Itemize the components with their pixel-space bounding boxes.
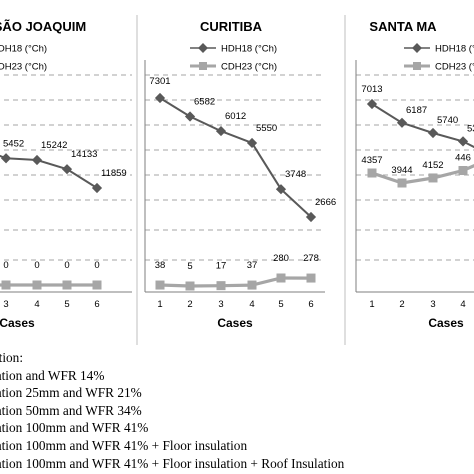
cdh-data-label: 3944 — [391, 165, 412, 176]
legend-hdh-label: HDH18 (° — [435, 44, 474, 55]
legend-cdh-marker — [413, 62, 421, 70]
hdh-data-label: 11859 — [101, 168, 127, 179]
cdh-point — [185, 281, 195, 291]
legend-hdh-label: HDH18 (°Ch) — [0, 44, 47, 55]
cdh-data-label: 5 — [187, 261, 192, 272]
cdh-data-label: 446 — [455, 153, 471, 164]
hdh-point — [154, 92, 166, 104]
legend-hdh-marker — [198, 43, 208, 53]
chart-title: SANTA MA — [369, 19, 437, 34]
hdh-point — [61, 164, 73, 175]
hdh-data-label: 5452 — [3, 138, 24, 149]
cdh-point — [458, 166, 468, 176]
hdh-data-label: 6012 — [225, 111, 246, 122]
cdh-data-label: 38 — [155, 260, 166, 271]
x-tick-label: 5 — [278, 299, 283, 310]
caption-line-1: lation and WFR 14% — [0, 367, 105, 383]
cdh-point — [367, 168, 377, 178]
hdh-point — [396, 117, 408, 128]
caption-line-3: lation 50mm and WFR 34% — [0, 402, 142, 418]
x-tick-label: 6 — [94, 299, 99, 310]
cdh-point — [397, 178, 407, 188]
cdh-point — [155, 280, 165, 290]
hdh-data-label: 5373 — [467, 123, 474, 134]
hdh-point — [91, 182, 103, 194]
hdh-data-label: 7013 — [361, 84, 382, 95]
chart-title: CURITIBA — [200, 19, 263, 34]
cdh-point — [216, 281, 226, 291]
x-tick-label: 2 — [399, 299, 404, 310]
cdh-point — [247, 280, 257, 290]
caption-line-5: lation 100mm and WFR 41% + Floor insulat… — [0, 437, 248, 453]
x-tick-label: 3 — [218, 299, 223, 310]
hdh-point — [215, 126, 227, 137]
hdh-data-label: 5550 — [256, 123, 277, 134]
hdh-data-label: 6187 — [406, 105, 427, 116]
legend-cdh-marker — [199, 62, 207, 70]
hdh-data-label: 7301 — [149, 76, 170, 87]
hdh-point — [31, 154, 43, 166]
caption-line-0: ption: — [0, 350, 24, 365]
cdh-data-label: 4357 — [361, 155, 382, 166]
caption-line-6: lation 100mm and WFR 41% + Floor insulat… — [0, 455, 345, 471]
x-tick-label: 3 — [430, 299, 435, 310]
cdh-data-label: 278 — [303, 253, 319, 264]
cdh-data-label: 280 — [273, 253, 289, 264]
cdh-point — [276, 273, 286, 283]
legend-hdh-marker — [412, 43, 422, 53]
cdh-point — [32, 280, 42, 290]
x-tick-label: 3 — [3, 299, 8, 310]
chart-title: SÃO JOAQUIM — [0, 19, 86, 34]
legend-hdh-label: HDH18 (°Ch) — [221, 44, 277, 55]
legend-cdh-label: CDH23 (°Ch) — [221, 62, 277, 73]
hdh-data-label: 6582 — [194, 96, 215, 107]
hdh-point — [246, 137, 258, 149]
x-tick-label: 5 — [64, 299, 69, 310]
hdh-data-label: 14133 — [71, 149, 97, 160]
cdh-point — [62, 280, 72, 290]
cdh-point — [306, 273, 316, 283]
hdh-point — [0, 153, 12, 164]
caption-line-2: lation 25mm and WFR 21% — [0, 385, 142, 401]
hdh-point — [457, 136, 469, 147]
x-tick-label: 2 — [187, 299, 192, 310]
cdh-data-label: 0 — [34, 260, 39, 271]
hdh-data-label: 5740 — [437, 115, 458, 126]
cdh-data-label: 0 — [3, 260, 8, 271]
x-tick-label: 4 — [249, 299, 254, 310]
x-tick-label: 1 — [369, 299, 374, 310]
hdh-series-line — [371, 103, 474, 149]
cdh-point — [1, 280, 11, 290]
x-axis-label: Cases — [217, 316, 253, 330]
hdh-series-line — [0, 154, 98, 189]
hdh-point — [184, 111, 196, 122]
x-tick-label: 4 — [34, 299, 39, 310]
caption: ption: lation and WFR 14% lation 25mm an… — [0, 349, 472, 472]
cdh-point — [428, 173, 438, 183]
cdh-data-label: 4152 — [422, 160, 443, 171]
legend-cdh-label: CDH23 (°Ch) — [0, 62, 47, 73]
legend-cdh-label: CDH23 (° — [435, 62, 474, 73]
cdh-series-line — [159, 276, 312, 288]
caption-line-4: lation 100mm and WFR 41% — [0, 420, 149, 436]
hdh-data-label: 2666 — [315, 197, 336, 208]
cdh-data-label: 0 — [64, 260, 69, 271]
hdh-point — [427, 127, 439, 139]
x-axis-label: Cases — [428, 316, 464, 330]
x-tick-label: 4 — [460, 299, 465, 310]
cdh-point — [92, 280, 102, 290]
cdh-data-label: 37 — [247, 260, 258, 271]
hdh-data-label: 15242 — [41, 140, 67, 151]
hdh-series-line — [159, 97, 312, 218]
cdh-data-label: 17 — [216, 261, 227, 272]
x-axis-label: Cases — [0, 316, 35, 330]
x-tick-label: 6 — [308, 299, 313, 310]
cdh-series-line — [371, 163, 474, 185]
hdh-data-label: 3748 — [285, 169, 306, 180]
cdh-data-label: 0 — [94, 260, 99, 271]
x-tick-label: 1 — [157, 299, 162, 310]
charts-svg: SÃO JOAQUIMHDH18 (°Ch)CDH23 (°Ch)0000545… — [0, 15, 474, 345]
